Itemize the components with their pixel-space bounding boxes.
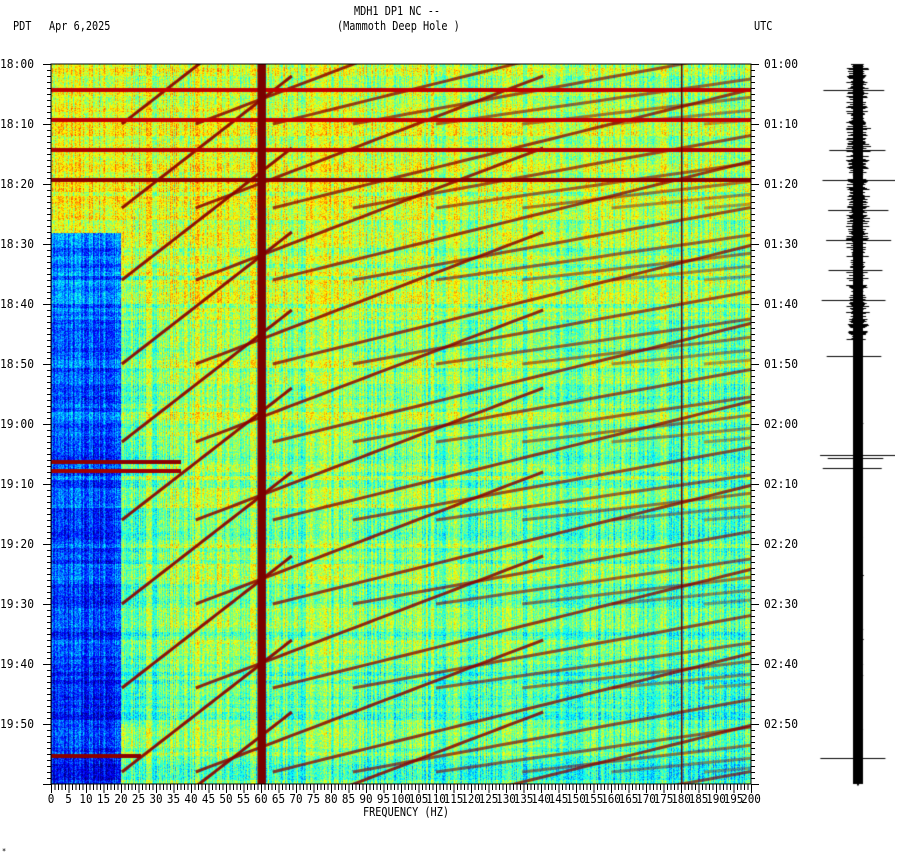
y-tick-label-right: 01:50: [764, 357, 798, 371]
x-tick-label: 155: [584, 792, 604, 806]
x-tick-label: 65: [272, 792, 285, 806]
x-tick-label: 5: [65, 792, 72, 806]
y-tick-label-right: 02:40: [764, 657, 798, 671]
x-tick-label: 10: [79, 792, 92, 806]
y-tick-label-right: 02:00: [764, 417, 798, 431]
x-tick-label: 195: [724, 792, 744, 806]
y-tick-label-right: 02:10: [764, 477, 798, 491]
x-tick-label: 180: [671, 792, 691, 806]
x-tick-label: 75: [307, 792, 320, 806]
x-tick-label: 105: [409, 792, 429, 806]
station-title: MDH1 DP1 NC --: [354, 4, 440, 18]
x-tick-label: 45: [202, 792, 215, 806]
y-tick-label-right: 01:20: [764, 177, 798, 191]
x-tick-label: 30: [149, 792, 162, 806]
x-tick-label: 145: [549, 792, 569, 806]
x-tick-label: 15: [97, 792, 110, 806]
x-tick-label: 95: [377, 792, 390, 806]
x-tick-label: 80: [324, 792, 337, 806]
x-tick-label: 185: [689, 792, 709, 806]
x-tick-label: 90: [359, 792, 372, 806]
x-tick-label: 20: [114, 792, 127, 806]
station-subtitle: (Mammoth Deep Hole ): [337, 19, 460, 33]
spectrogram-heatmap: [51, 64, 751, 784]
x-tick-label: 110: [426, 792, 446, 806]
x-tick-label: 55: [237, 792, 250, 806]
x-tick-label: 135: [514, 792, 534, 806]
y-tick-label-left: 18:20: [0, 177, 34, 191]
y-tick-label-left: 19:50: [0, 717, 34, 731]
x-tick-label: 40: [184, 792, 197, 806]
seismogram-trace: [815, 60, 895, 790]
y-tick-label-left: 19:30: [0, 597, 34, 611]
right-timezone: UTC: [754, 19, 773, 33]
x-tick-label: 125: [479, 792, 499, 806]
x-tick-label: 120: [461, 792, 481, 806]
x-tick-label: 200: [741, 792, 761, 806]
y-tick-label-right: 01:10: [764, 117, 798, 131]
y-tick-label-right: 02:20: [764, 537, 798, 551]
y-tick-label-right: 01:00: [764, 57, 798, 71]
y-tick-label-left: 19:40: [0, 657, 34, 671]
x-tick-label: 165: [619, 792, 639, 806]
x-tick-label: 175: [654, 792, 674, 806]
y-tick-label-left: 19:10: [0, 477, 34, 491]
y-tick-label-left: 19:00: [0, 417, 34, 431]
plot-frame: [50, 63, 752, 785]
x-tick-label: 25: [132, 792, 145, 806]
x-tick-label: 170: [636, 792, 656, 806]
x-tick-label: 35: [167, 792, 180, 806]
left-timezone: PDT: [13, 19, 32, 33]
y-tick-label-left: 19:20: [0, 537, 34, 551]
y-tick-label-left: 18:40: [0, 297, 34, 311]
date-label: Apr 6,2025: [49, 19, 111, 33]
x-tick-label: 130: [496, 792, 516, 806]
y-tick-label-left: 18:50: [0, 357, 34, 371]
x-tick-label: 140: [531, 792, 551, 806]
x-tick-label: 160: [601, 792, 621, 806]
y-tick-label-right: 01:30: [764, 237, 798, 251]
y-tick-label-left: 18:00: [0, 57, 34, 71]
x-tick-label: 100: [391, 792, 411, 806]
y-tick-label-right: 02:50: [764, 717, 798, 731]
x-tick-label: 85: [342, 792, 355, 806]
footer-mark: *: [2, 847, 7, 856]
x-tick-label: 50: [219, 792, 232, 806]
x-tick-label: 150: [566, 792, 586, 806]
x-tick-label: 60: [254, 792, 267, 806]
y-tick-label-left: 18:10: [0, 117, 34, 131]
y-tick-label-right: 01:40: [764, 297, 798, 311]
y-tick-label-left: 18:30: [0, 237, 34, 251]
x-tick-label: 0: [48, 792, 55, 806]
y-tick-label-right: 02:30: [764, 597, 798, 611]
x-tick-label: 70: [289, 792, 302, 806]
x-tick-label: 115: [444, 792, 464, 806]
x-axis-label: FREQUENCY (HZ): [363, 805, 449, 819]
x-tick-label: 190: [706, 792, 726, 806]
